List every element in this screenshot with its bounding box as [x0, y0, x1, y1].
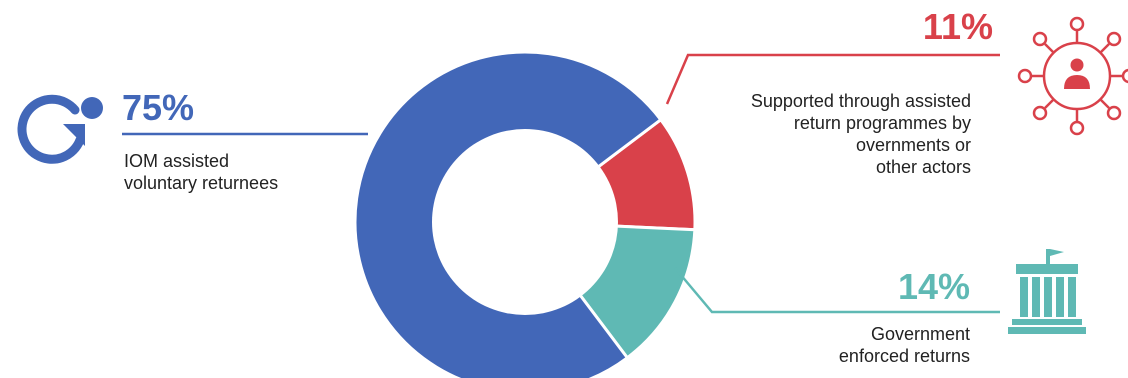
leader-line-enforced: [674, 267, 1000, 314]
pct-iom: 75%: [122, 87, 195, 128]
pct-supported: 11%: [922, 6, 993, 47]
label-enforced-line-1: Government: [870, 324, 970, 344]
government-building-icon: [1008, 249, 1086, 334]
label-iom: IOM assisted voluntary returnees: [124, 150, 278, 194]
label-iom-line-1: IOM assisted: [124, 151, 230, 171]
label-iom-line-2: voluntary returnees: [124, 173, 279, 193]
label-supported: Supported through assisted return progra…: [751, 90, 971, 178]
label-supported-line-2: return programmes by: [793, 113, 971, 133]
label-enforced: Government enforced returns: [839, 323, 970, 367]
refresh-person-icon: [17, 94, 103, 164]
label-supported-line-4: other actors: [875, 157, 971, 177]
leader-line-supported: [665, 53, 1000, 105]
donut-hole: [432, 129, 618, 315]
label-enforced-line-2: enforced returns: [838, 346, 970, 366]
label-supported-line-3: overnments or: [855, 135, 971, 155]
pct-enforced: 14%: [897, 266, 970, 307]
network-person-icon: [1017, 16, 1128, 136]
label-supported-line-1: Supported through assisted: [750, 91, 971, 111]
